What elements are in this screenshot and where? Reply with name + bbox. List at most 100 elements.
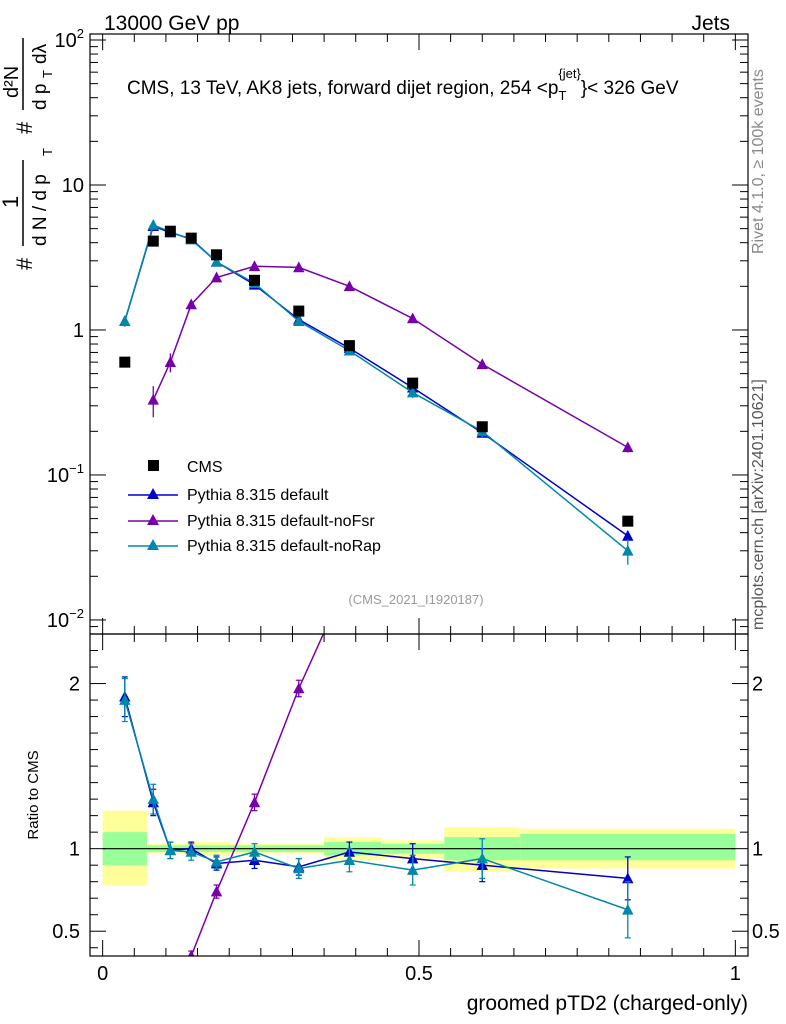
chart-title-sub: T (558, 88, 566, 103)
y-label-den-sub: T (40, 148, 55, 156)
mcplots-label: mcplots.cern.ch [arXiv:2401.10621] (750, 379, 767, 630)
series-line-1 (152, 265, 629, 449)
series-1-point-9 (622, 441, 634, 453)
ratio-2-point-4 (210, 855, 223, 867)
y-axis-label: # 1 d N / d p T # d²N d p T dλ (0, 38, 55, 270)
ratio-2-point-8 (406, 864, 419, 875)
uncertainty-bands (102, 810, 736, 885)
legend-label-nofsr: Pythia 8.315 default-noFsr (187, 513, 375, 530)
band-green-8 (520, 833, 736, 861)
cms-point-9 (476, 421, 488, 433)
series-1-point-8 (476, 358, 488, 370)
legend-label-cms: CMS (187, 459, 223, 476)
y-tick-label-base: 10 (55, 30, 77, 52)
series-1-point-2 (185, 298, 197, 310)
ratio-y-ticks: 0.5 0.5 1 1 2 2 (52, 650, 780, 949)
x-axis-label: groomed pTD2 (charged-only) (467, 992, 748, 1015)
y-label-hash: # (12, 257, 37, 270)
cms-point-2 (164, 225, 176, 237)
ratio-1-point-5 (293, 682, 305, 694)
y-label-num2: d²N (1, 66, 23, 98)
y-tick-label-exp: 2 (77, 26, 84, 41)
ratio-2-point-6 (293, 862, 305, 874)
legend-marker-norap (147, 539, 159, 550)
series-1-point-0 (147, 393, 159, 405)
y-tick-label-base: 10 (47, 610, 69, 632)
series-2-point-8 (406, 386, 419, 398)
analysis-tag: (CMS_2021_I1920187) (348, 592, 483, 607)
y-tick-label-base: 1 (73, 320, 84, 342)
y-tick-label-base: 10 (47, 465, 69, 487)
series-2-point-0 (119, 315, 131, 326)
ratio-series (119, 521, 634, 998)
chart-title-sup: {jet} (558, 66, 581, 81)
cms-point-8 (407, 377, 419, 389)
y-tick-label-4: 102 (55, 26, 84, 52)
ratio-plot-area: 0 0.5 10.5 0.51 12 2 (52, 34, 780, 998)
ratio-1-point-4 (248, 796, 261, 808)
series-1-point-5 (293, 261, 305, 273)
ratio-2-point-2 (164, 844, 177, 856)
legend-marker-cms (148, 460, 159, 471)
x-ticks: 0 0.5 1 (97, 34, 741, 985)
series-1-point-4 (248, 260, 261, 272)
ratio-2-point-3 (185, 845, 197, 857)
y-tick-label-exp: −1 (69, 461, 84, 476)
series-2-point-1 (147, 218, 159, 230)
series-0-point-10 (622, 529, 634, 541)
series-1-point-6 (343, 280, 356, 292)
y-tick-label-exp: −2 (69, 606, 84, 621)
y-label-frac-num: 1 (0, 196, 23, 208)
cms-point-5 (249, 274, 260, 286)
y-tick-label-0: 10−2 (47, 606, 84, 632)
ratio-1-point-7 (407, 529, 418, 540)
x-tick-label-0: 0 (97, 963, 108, 985)
ratio-2-point-10 (622, 903, 634, 915)
legend-label-norap: Pythia 8.315 default-noRap (187, 538, 381, 555)
y-label-den2-sub: T (40, 70, 55, 78)
chart-title: CMS, 13 TeV, AK8 jets, forward dijet reg… (127, 66, 679, 103)
ratio-1-point-1 (165, 987, 176, 998)
ratio-tick-label-right-2: 2 (752, 674, 763, 696)
ratio-line-1 (190, 634, 325, 956)
y-tick-label-2: 1 (73, 320, 84, 342)
y-tick-label-3: 10 (62, 175, 84, 197)
y-label-den2: d p (30, 84, 51, 110)
cms-point-1 (147, 235, 159, 247)
cms-point-4 (211, 249, 223, 261)
series-2-point-4 (210, 255, 223, 267)
ratio-2-point-7 (343, 854, 356, 866)
chart-title-suffix: }< 326 GeV (581, 78, 679, 99)
header-left: 13000 GeV pp (104, 12, 239, 35)
cms-point-0 (119, 356, 131, 368)
ratio-2-point-9 (476, 852, 488, 864)
header-right: Jets (691, 12, 730, 35)
ratio-1-point-6 (344, 570, 355, 581)
cms-data (119, 225, 634, 527)
ratio-2-point-1 (147, 793, 159, 804)
series-1-point-1 (164, 356, 177, 367)
legend-marker-nofsr (147, 514, 159, 525)
ratio-tick-label-right-1: 1 (752, 839, 763, 861)
series-1-point-3 (210, 271, 223, 283)
ratio-2-point-0 (119, 694, 131, 705)
cms-point-7 (343, 340, 355, 352)
chart-title-prefix: CMS, 13 TeV, AK8 jets, forward dijet reg… (127, 78, 558, 99)
legend-marker-default (147, 488, 159, 499)
x-tick-label-1: 0.5 (405, 963, 433, 985)
ratio-tick-label-left-1: 1 (69, 839, 80, 861)
ratio-line-2 (124, 699, 629, 911)
legend-label-default: Pythia 8.315 default (187, 487, 329, 504)
ratio-1-point-3 (210, 885, 223, 897)
ratio-1-point-2 (188, 950, 195, 956)
x-tick-label-2: 1 (730, 963, 741, 985)
ratio-tick-label-right-0: 0.5 (752, 921, 780, 943)
ratio-tick-label-left-0: 0.5 (52, 921, 80, 943)
ratio-1-point-8 (477, 521, 488, 532)
cms-point-10 (622, 515, 634, 527)
ratio-frame (89, 633, 749, 957)
y-tick-label-1: 10−1 (47, 461, 84, 487)
ratio-y-label: Ratio to CMS (25, 750, 42, 839)
